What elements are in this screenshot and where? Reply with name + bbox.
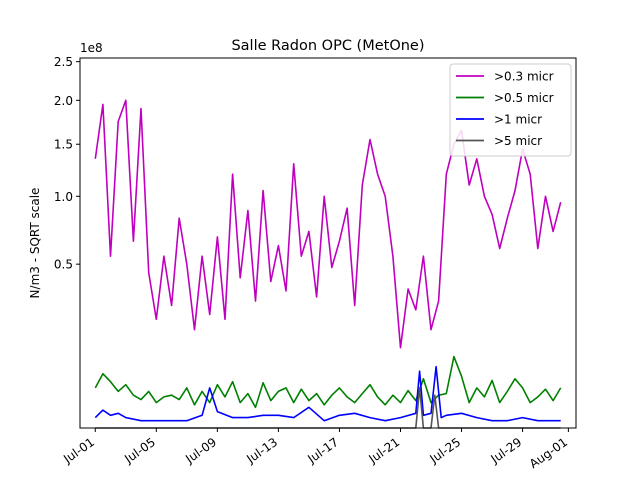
series-line-2 (94, 365, 561, 422)
series-line-0 (94, 99, 562, 349)
chart-title: Salle Radon OPC (MetOne) (231, 38, 424, 54)
legend-label-0: >0.3 micr (494, 70, 554, 84)
y-tick-label: 0.5 (54, 258, 73, 272)
y-multiplier-label: 1e8 (80, 41, 103, 55)
y-tick-label: 2.5 (54, 55, 73, 69)
y-axis-label: N/m3 - SQRT scale (28, 188, 42, 299)
legend-box (449, 63, 572, 157)
plot-frame (79, 57, 577, 429)
legend-label-3: >5 micr (494, 134, 542, 148)
y-tick-label: 1.0 (54, 190, 73, 204)
series-line-1 (94, 355, 562, 409)
y-tick-label: 2.0 (54, 94, 73, 108)
y-tick-label: 1.5 (54, 138, 73, 152)
legend: >0.3 micr >0.5 micr >1 micr >5 micr (449, 63, 572, 157)
legend-label-2: >1 micr (494, 113, 542, 127)
legend-label-1: >0.5 micr (494, 91, 554, 105)
